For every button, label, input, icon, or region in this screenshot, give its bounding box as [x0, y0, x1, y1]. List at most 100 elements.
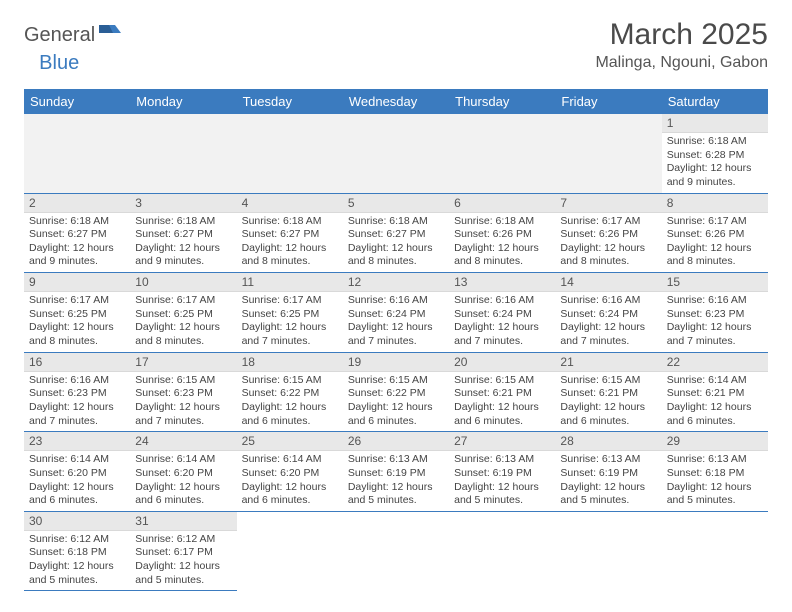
calendar-week-row: 9Sunrise: 6:17 AMSunset: 6:25 PMDaylight…: [24, 273, 768, 353]
calendar-cell: 30Sunrise: 6:12 AMSunset: 6:18 PMDayligh…: [24, 511, 130, 591]
calendar-body: 1Sunrise: 6:18 AMSunset: 6:28 PMDaylight…: [24, 114, 768, 591]
day-details: Sunrise: 6:18 AMSunset: 6:28 PMDaylight:…: [662, 133, 768, 193]
day-number: 27: [449, 432, 555, 451]
day-number: 25: [237, 432, 343, 451]
calendar-cell: 23Sunrise: 6:14 AMSunset: 6:20 PMDayligh…: [24, 432, 130, 512]
calendar-cell: 24Sunrise: 6:14 AMSunset: 6:20 PMDayligh…: [130, 432, 236, 512]
calendar-cell: 5Sunrise: 6:18 AMSunset: 6:27 PMDaylight…: [343, 193, 449, 273]
calendar-cell: 14Sunrise: 6:16 AMSunset: 6:24 PMDayligh…: [555, 273, 661, 353]
day-details: Sunrise: 6:15 AMSunset: 6:23 PMDaylight:…: [130, 372, 236, 432]
day-number: 19: [343, 353, 449, 372]
calendar-week-row: 30Sunrise: 6:12 AMSunset: 6:18 PMDayligh…: [24, 511, 768, 591]
day-details: Sunrise: 6:18 AMSunset: 6:27 PMDaylight:…: [237, 213, 343, 273]
day-number: 23: [24, 432, 130, 451]
calendar-cell: 10Sunrise: 6:17 AMSunset: 6:25 PMDayligh…: [130, 273, 236, 353]
calendar-week-row: 1Sunrise: 6:18 AMSunset: 6:28 PMDaylight…: [24, 114, 768, 193]
col-wednesday: Wednesday: [343, 89, 449, 114]
calendar-table: Sunday Monday Tuesday Wednesday Thursday…: [24, 89, 768, 591]
col-thursday: Thursday: [449, 89, 555, 114]
calendar-cell: 9Sunrise: 6:17 AMSunset: 6:25 PMDaylight…: [24, 273, 130, 353]
day-details: Sunrise: 6:16 AMSunset: 6:24 PMDaylight:…: [449, 292, 555, 352]
day-number: 9: [24, 273, 130, 292]
day-number: 21: [555, 353, 661, 372]
col-saturday: Saturday: [662, 89, 768, 114]
day-number: 22: [662, 353, 768, 372]
day-details: Sunrise: 6:18 AMSunset: 6:26 PMDaylight:…: [449, 213, 555, 273]
calendar-cell: [449, 511, 555, 591]
day-details: Sunrise: 6:18 AMSunset: 6:27 PMDaylight:…: [24, 213, 130, 273]
day-number: 16: [24, 353, 130, 372]
day-details: Sunrise: 6:16 AMSunset: 6:23 PMDaylight:…: [24, 372, 130, 432]
logo: General: [24, 24, 123, 47]
calendar-cell: 3Sunrise: 6:18 AMSunset: 6:27 PMDaylight…: [130, 193, 236, 273]
page-title: March 2025: [595, 18, 768, 52]
calendar-cell: 13Sunrise: 6:16 AMSunset: 6:24 PMDayligh…: [449, 273, 555, 353]
calendar-cell: 28Sunrise: 6:13 AMSunset: 6:19 PMDayligh…: [555, 432, 661, 512]
day-number: 13: [449, 273, 555, 292]
calendar-cell: 19Sunrise: 6:15 AMSunset: 6:22 PMDayligh…: [343, 352, 449, 432]
day-details: Sunrise: 6:15 AMSunset: 6:21 PMDaylight:…: [449, 372, 555, 432]
col-monday: Monday: [130, 89, 236, 114]
day-details: Sunrise: 6:14 AMSunset: 6:20 PMDaylight:…: [24, 451, 130, 511]
location-text: Malinga, Ngouni, Gabon: [595, 54, 768, 72]
day-details: Sunrise: 6:18 AMSunset: 6:27 PMDaylight:…: [130, 213, 236, 273]
calendar-cell: 15Sunrise: 6:16 AMSunset: 6:23 PMDayligh…: [662, 273, 768, 353]
calendar-week-row: 2Sunrise: 6:18 AMSunset: 6:27 PMDaylight…: [24, 193, 768, 273]
logo-text-1: General: [24, 24, 95, 47]
calendar-cell: [237, 114, 343, 193]
logo-text-2: Blue: [39, 52, 79, 75]
calendar-cell: 11Sunrise: 6:17 AMSunset: 6:25 PMDayligh…: [237, 273, 343, 353]
day-details: Sunrise: 6:14 AMSunset: 6:21 PMDaylight:…: [662, 372, 768, 432]
calendar-header-row: Sunday Monday Tuesday Wednesday Thursday…: [24, 89, 768, 114]
day-details: Sunrise: 6:13 AMSunset: 6:19 PMDaylight:…: [449, 451, 555, 511]
day-number: 30: [24, 512, 130, 531]
day-details: Sunrise: 6:16 AMSunset: 6:24 PMDaylight:…: [343, 292, 449, 352]
day-details: Sunrise: 6:12 AMSunset: 6:18 PMDaylight:…: [24, 531, 130, 591]
calendar-cell: [343, 511, 449, 591]
calendar-cell: 20Sunrise: 6:15 AMSunset: 6:21 PMDayligh…: [449, 352, 555, 432]
day-number: 20: [449, 353, 555, 372]
day-number: 28: [555, 432, 661, 451]
day-number: 29: [662, 432, 768, 451]
day-details: Sunrise: 6:14 AMSunset: 6:20 PMDaylight:…: [130, 451, 236, 511]
col-sunday: Sunday: [24, 89, 130, 114]
day-details: Sunrise: 6:12 AMSunset: 6:17 PMDaylight:…: [130, 531, 236, 591]
day-details: Sunrise: 6:16 AMSunset: 6:24 PMDaylight:…: [555, 292, 661, 352]
col-friday: Friday: [555, 89, 661, 114]
day-number: 7: [555, 194, 661, 213]
calendar-week-row: 23Sunrise: 6:14 AMSunset: 6:20 PMDayligh…: [24, 432, 768, 512]
calendar-cell: 16Sunrise: 6:16 AMSunset: 6:23 PMDayligh…: [24, 352, 130, 432]
calendar-cell: 21Sunrise: 6:15 AMSunset: 6:21 PMDayligh…: [555, 352, 661, 432]
day-number: 5: [343, 194, 449, 213]
day-details: Sunrise: 6:13 AMSunset: 6:19 PMDaylight:…: [555, 451, 661, 511]
day-details: Sunrise: 6:17 AMSunset: 6:26 PMDaylight:…: [662, 213, 768, 273]
calendar-cell: 17Sunrise: 6:15 AMSunset: 6:23 PMDayligh…: [130, 352, 236, 432]
day-number: 26: [343, 432, 449, 451]
day-details: Sunrise: 6:17 AMSunset: 6:25 PMDaylight:…: [24, 292, 130, 352]
day-details: Sunrise: 6:17 AMSunset: 6:26 PMDaylight:…: [555, 213, 661, 273]
calendar-cell: 2Sunrise: 6:18 AMSunset: 6:27 PMDaylight…: [24, 193, 130, 273]
calendar-cell: [449, 114, 555, 193]
calendar-cell: 12Sunrise: 6:16 AMSunset: 6:24 PMDayligh…: [343, 273, 449, 353]
calendar-cell: [662, 511, 768, 591]
calendar-cell: 8Sunrise: 6:17 AMSunset: 6:26 PMDaylight…: [662, 193, 768, 273]
calendar-cell: [24, 114, 130, 193]
calendar-cell: 4Sunrise: 6:18 AMSunset: 6:27 PMDaylight…: [237, 193, 343, 273]
day-details: Sunrise: 6:17 AMSunset: 6:25 PMDaylight:…: [130, 292, 236, 352]
col-tuesday: Tuesday: [237, 89, 343, 114]
calendar-cell: 26Sunrise: 6:13 AMSunset: 6:19 PMDayligh…: [343, 432, 449, 512]
day-number: 8: [662, 194, 768, 213]
day-details: Sunrise: 6:17 AMSunset: 6:25 PMDaylight:…: [237, 292, 343, 352]
day-details: Sunrise: 6:13 AMSunset: 6:18 PMDaylight:…: [662, 451, 768, 511]
calendar-cell: [555, 114, 661, 193]
calendar-cell: [343, 114, 449, 193]
day-number: 11: [237, 273, 343, 292]
calendar-cell: 1Sunrise: 6:18 AMSunset: 6:28 PMDaylight…: [662, 114, 768, 193]
day-number: 14: [555, 273, 661, 292]
day-number: 4: [237, 194, 343, 213]
calendar-cell: 7Sunrise: 6:17 AMSunset: 6:26 PMDaylight…: [555, 193, 661, 273]
calendar-cell: 22Sunrise: 6:14 AMSunset: 6:21 PMDayligh…: [662, 352, 768, 432]
day-details: Sunrise: 6:15 AMSunset: 6:22 PMDaylight:…: [237, 372, 343, 432]
day-number: 3: [130, 194, 236, 213]
title-block: March 2025 Malinga, Ngouni, Gabon: [595, 18, 768, 72]
